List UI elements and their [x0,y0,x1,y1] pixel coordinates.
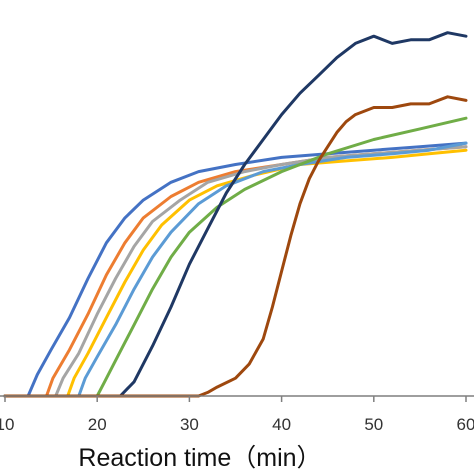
series-line-6 [3,116,468,398]
series-line-7 [3,31,468,398]
series-line-4 [3,148,468,398]
x-tick-label: 50 [364,415,383,434]
x-tick-label: 60 [457,415,474,434]
x-tick-label: 10 [0,415,14,434]
series-line-8 [3,95,468,398]
series-layer [3,31,468,398]
x-axis-title: Reaction time（min） [78,444,321,472]
series-line-1 [3,141,468,398]
x-tick-label: 30 [180,415,199,434]
x-tick-label: 20 [88,415,107,434]
x-tick-label: 40 [272,415,291,434]
series-line-3 [3,145,468,398]
series-line-5 [3,141,468,398]
x-axis: 10 20 30 40 50 60 [0,395,474,434]
